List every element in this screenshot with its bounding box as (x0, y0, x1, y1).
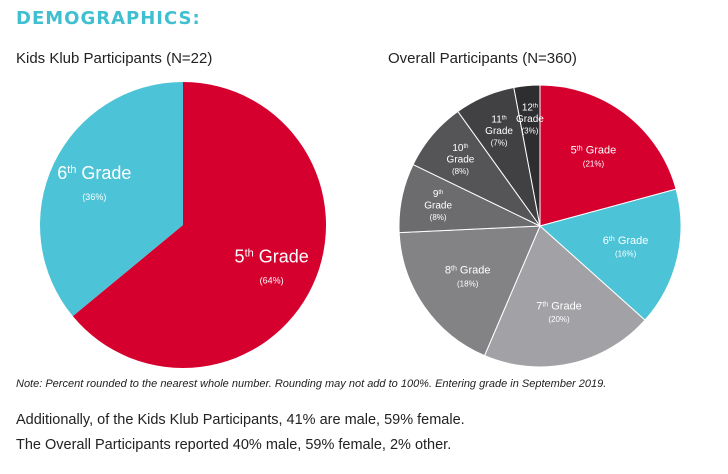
slice-label-percent: (21%) (583, 159, 605, 168)
overall-pie-chart: 5th Grade (21%) 6th Grade (16%) 7th Grade (20… (398, 84, 682, 368)
slice-label-percent: (8%) (430, 213, 447, 222)
pie-slice-grade-8 (398, 225, 541, 357)
summary-overall: The Overall Participants reported 40% ma… (16, 437, 452, 453)
pie-slice-grade-6 (39, 82, 183, 317)
summary-kids-klub: Additionally, of the Kids Klub Participa… (16, 412, 465, 428)
slice-label-grade-number: 10th (452, 143, 468, 154)
slice-label-percent: (7%) (491, 138, 508, 147)
pie-slice-grade-12 (513, 84, 541, 227)
slice-label-percent: (36%) (82, 192, 106, 202)
slice-label-grade-6: 6th Grade (36%) (57, 163, 131, 202)
slice-label-grade-name: 6th Grade (57, 163, 131, 183)
overall-chart-title: Overall Participants (N=360) (388, 50, 577, 67)
slice-label-grade-number: 12th (522, 102, 538, 113)
pie-slice-grade-7 (483, 225, 646, 368)
slice-label-grade-word: Grade (485, 126, 513, 137)
slice-label-grade-5: 5th Grade (64%) (235, 247, 309, 286)
slice-label-grade-name: 6th Grade (603, 235, 649, 247)
slice-label-grade-8: 8th Grade (18%) (445, 265, 491, 289)
slice-label-grade-name: 5th Grade (235, 247, 309, 267)
kids-klub-pie-chart: 5th Grade (64%) 6th Grade (36%) (39, 82, 327, 369)
slice-label-grade-name: 8th Grade (445, 265, 491, 277)
slice-label-percent: (8%) (452, 167, 469, 176)
slice-label-grade-5: 5th Grade (21%) (571, 145, 617, 169)
slice-label-percent: (3%) (521, 126, 538, 135)
slice-label-percent: (20%) (548, 315, 570, 324)
pie-slice-grade-5 (539, 84, 677, 227)
slice-label-grade-name: 5th Grade (571, 145, 617, 157)
slice-label-percent: (16%) (615, 250, 637, 259)
slice-label-grade-7: 7th Grade (20%) (536, 300, 582, 324)
slice-label-grade-6: 6th Grade (16%) (603, 235, 649, 259)
slice-label-percent: (18%) (457, 279, 479, 288)
slice-label-grade-word: Grade (447, 155, 475, 166)
slice-label-grade-word: Grade (516, 114, 544, 125)
section-heading: DEMOGRAPHICS: (16, 8, 201, 29)
slice-label-percent: (64%) (260, 275, 284, 285)
slice-label-grade-name: 7th Grade (536, 300, 582, 312)
footnote: Note: Percent rounded to the nearest who… (16, 378, 607, 390)
kids-klub-chart-title: Kids Klub Participants (N=22) (16, 50, 213, 67)
slice-label-grade-number: 9th (433, 189, 444, 200)
pie-slice-grade-5 (72, 82, 327, 369)
slice-label-grade-number: 11th (491, 114, 506, 125)
slice-label-grade-word: Grade (424, 201, 452, 212)
pie-slice-grade-6 (538, 188, 682, 321)
